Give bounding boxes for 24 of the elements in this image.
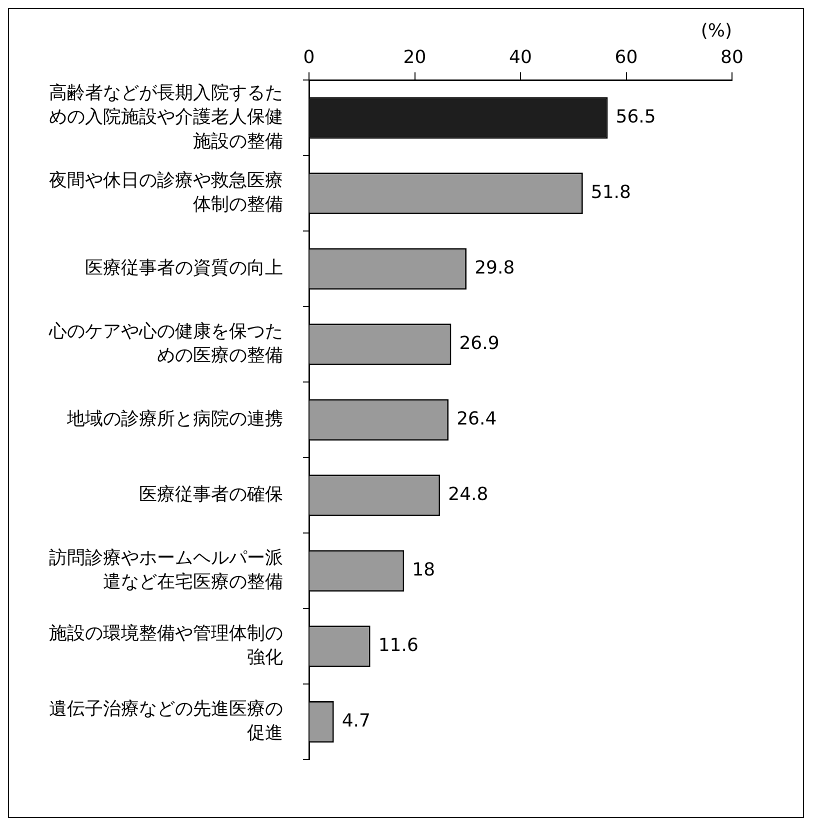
x-tick-label: 20 (403, 47, 426, 68)
x-tick-label: 0 (303, 47, 315, 68)
data-label: 11.6 (378, 634, 418, 656)
y-tick-label: 夜間や休日の診療や救急医療体制の整備 (49, 170, 283, 216)
x-tick-label: 40 (509, 47, 532, 68)
data-label: 4.7 (342, 710, 370, 732)
y-tick-label: 遺伝子治療などの先進医療の促進 (49, 698, 283, 744)
y-tick-label: 医療従事者の確保 (139, 484, 283, 506)
data-label: 18 (412, 560, 436, 581)
x-axis-title: (%) (700, 20, 732, 42)
data-label: 26.9 (459, 333, 500, 354)
y-tick-label: 訪問診療やホームヘルパー派遣など在宅医療の整備 (49, 547, 283, 593)
y-tick-label: 医療従事者の資質の向上 (85, 258, 283, 279)
y-tick-label: 施設の環境整備や管理体制の強化 (49, 622, 283, 668)
data-label: 29.8 (474, 258, 515, 279)
y-tick-label: 高齢者などが長期入院するための入院施設や介護老人保健施設の整備 (49, 82, 283, 152)
y-tick-label: 地域の診療所と病院の連携 (66, 408, 283, 430)
x-tick-label: 80 (720, 47, 744, 68)
y-tick-label: 心のケアや心の健康を保つための医療の整備 (48, 320, 283, 366)
data-label: 26.4 (456, 408, 497, 430)
data-label: 56.5 (616, 106, 656, 128)
data-label: 51.8 (590, 182, 631, 204)
data-label: 24.8 (448, 484, 488, 506)
x-tick-label: 60 (614, 47, 638, 68)
